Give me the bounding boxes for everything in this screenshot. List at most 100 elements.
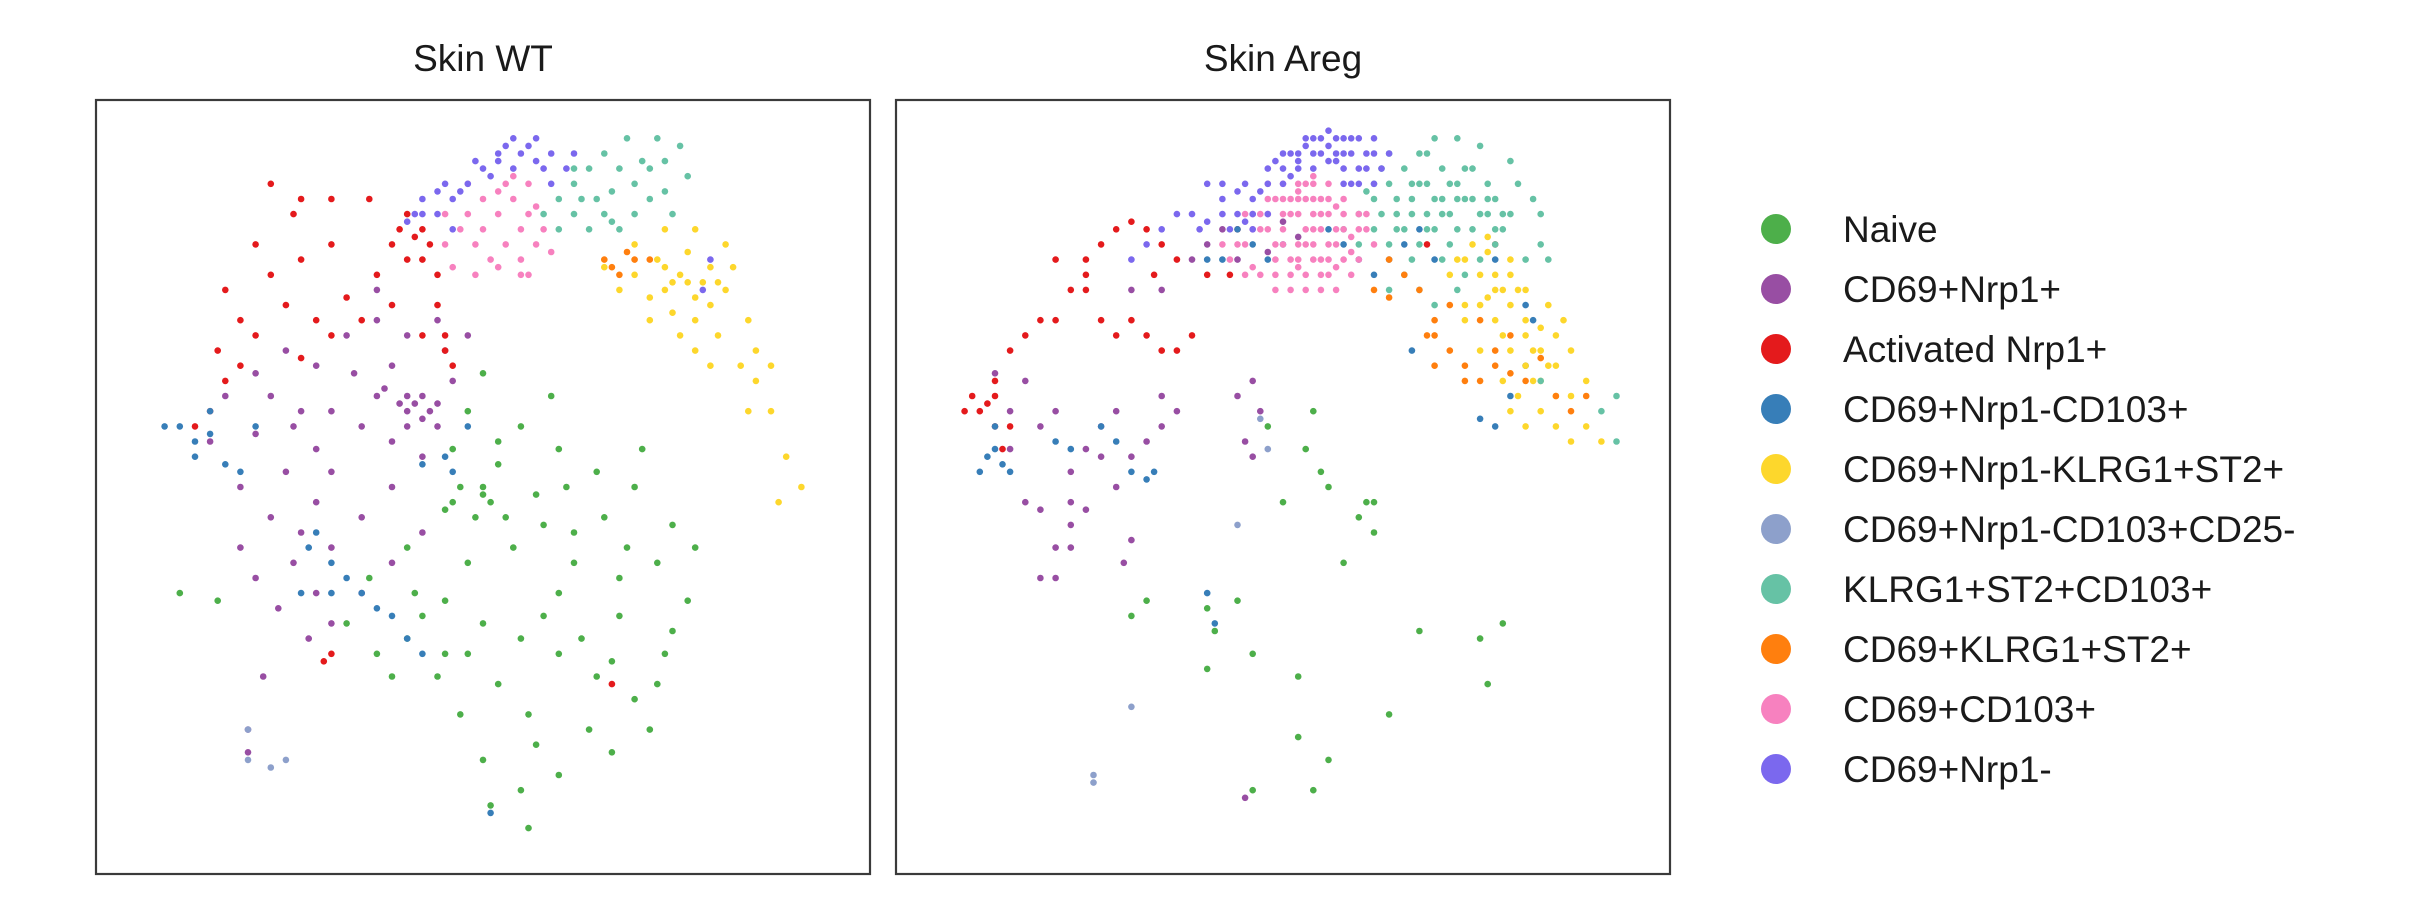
point-activatednrp1p bbox=[297, 256, 305, 263]
point-cd69pnrp1m bbox=[403, 218, 411, 225]
point-naive bbox=[616, 574, 623, 582]
point-cd69pnrp1m bbox=[487, 172, 494, 180]
point-cd69pnrp1p bbox=[1203, 241, 1211, 248]
point-klrg1pst2pcd103p bbox=[1408, 210, 1416, 218]
point-cd69pnrp1mcd103p bbox=[1431, 256, 1438, 263]
point-cd69pnrp1p bbox=[244, 749, 252, 756]
legend-label: Naive bbox=[1843, 209, 1938, 250]
point-klrg1pst2pcd103p bbox=[555, 226, 563, 233]
point-klrg1pst2pcd103p bbox=[1438, 195, 1446, 203]
point-activatednrp1p bbox=[426, 241, 434, 248]
point-cd69pklrg1pst2p bbox=[1491, 347, 1499, 354]
point-naive bbox=[540, 521, 547, 529]
point-cd69pklrg1pst2p bbox=[1537, 354, 1544, 362]
point-naive bbox=[608, 658, 616, 665]
point-cd69pklrg1pst2p bbox=[601, 256, 608, 263]
point-cd69pnrp1mcd103pcd25m bbox=[282, 756, 290, 764]
point-naive bbox=[532, 741, 540, 748]
point-cd69pnrp1p bbox=[411, 400, 419, 407]
point-cd69pnrp1m bbox=[525, 142, 532, 150]
point-cd69pnrp1p bbox=[1082, 506, 1090, 513]
point-activatednrp1p bbox=[1150, 271, 1158, 279]
legend-label: CD69+Nrp1-CD103+CD25- bbox=[1843, 509, 2295, 550]
point-activatednrp1p bbox=[320, 658, 328, 665]
point-activatednrp1p bbox=[366, 195, 373, 203]
point-cd69pnrp1mklrg1pst2p bbox=[1507, 301, 1514, 309]
legend-label: CD69+Nrp1- bbox=[1843, 749, 2052, 790]
point-cd69pcd103p bbox=[1317, 271, 1325, 279]
point-cd69pcd103p bbox=[464, 210, 472, 218]
point-cd69pnrp1m bbox=[1370, 135, 1378, 142]
point-cd69pnrp1m bbox=[1272, 157, 1279, 165]
point-cd69pnrp1mklrg1pst2p bbox=[707, 263, 714, 271]
point-klrg1pst2pcd103p bbox=[1484, 195, 1491, 203]
point-naive bbox=[570, 529, 578, 536]
point-cd69pcd103p bbox=[1279, 210, 1287, 218]
point-naive bbox=[601, 514, 608, 521]
point-cd69pnrp1p bbox=[1006, 407, 1014, 415]
point-cd69pnrp1m bbox=[1203, 218, 1211, 225]
point-cd69pnrp1mcd103p bbox=[176, 423, 184, 430]
point-klrg1pst2pcd103p bbox=[654, 135, 661, 142]
point-cd69pnrp1m bbox=[517, 150, 525, 157]
point-activatednrp1p bbox=[1173, 256, 1181, 263]
point-cd69pcd103p bbox=[472, 271, 479, 279]
point-cd69pcd103p bbox=[449, 263, 457, 271]
point-cd69pcd103p bbox=[1363, 226, 1370, 233]
panel-frame-skin-areg bbox=[894, 98, 1672, 876]
point-cd69pnrp1m bbox=[494, 157, 502, 165]
point-cd69pnrp1p bbox=[419, 415, 426, 423]
point-naive bbox=[1211, 627, 1219, 635]
point-cd69pnrp1m bbox=[510, 165, 517, 172]
point-naive bbox=[1203, 605, 1211, 612]
point-naive bbox=[479, 483, 487, 491]
point-cd69pklrg1pst2p bbox=[1446, 347, 1454, 354]
point-cd69pcd103p bbox=[1302, 180, 1309, 188]
point-cd69pnrp1mklrg1pst2p bbox=[646, 316, 654, 324]
point-cd69pnrp1mcd103p bbox=[449, 468, 457, 476]
point-naive bbox=[1363, 498, 1370, 506]
point-cd69pnrp1m bbox=[1310, 150, 1317, 157]
point-klrg1pst2pcd103p bbox=[1385, 286, 1393, 294]
point-cd69pnrp1p bbox=[1022, 498, 1029, 506]
point-activatednrp1p bbox=[222, 377, 229, 385]
point-naive bbox=[1234, 597, 1241, 604]
point-cd69pnrp1m bbox=[1249, 195, 1256, 203]
point-cd69pcd103p bbox=[1249, 263, 1256, 271]
point-activatednrp1p bbox=[328, 241, 335, 248]
point-cd69pnrp1mcd103p bbox=[1203, 256, 1211, 263]
point-cd69pnrp1m bbox=[532, 157, 540, 165]
point-activatednrp1p bbox=[290, 210, 297, 218]
point-cd69pcd103p bbox=[1234, 241, 1241, 248]
point-cd69pcd103p bbox=[502, 180, 510, 188]
point-cd69pnrp1mcd103pcd25m bbox=[1257, 415, 1264, 423]
point-cd69pnrp1m bbox=[540, 165, 547, 172]
point-cd69pnrp1mklrg1pst2p bbox=[1499, 332, 1507, 339]
point-cd69pnrp1mklrg1pst2p bbox=[1514, 392, 1522, 400]
point-klrg1pst2pcd103p bbox=[1529, 195, 1537, 203]
point-naive bbox=[434, 673, 441, 680]
point-cd69pnrp1p bbox=[343, 332, 350, 339]
point-cd69pnrp1m bbox=[479, 165, 487, 172]
point-klrg1pst2pcd103p bbox=[1461, 165, 1469, 172]
point-cd69pnrp1m bbox=[1234, 188, 1241, 195]
point-cd69pnrp1mklrg1pst2p bbox=[1491, 286, 1499, 294]
point-cd69pnrp1p bbox=[1037, 506, 1044, 513]
point-klrg1pst2pcd103p bbox=[1416, 150, 1423, 157]
point-cd69pnrp1mcd103pcd25m bbox=[1264, 445, 1272, 453]
point-naive bbox=[464, 559, 472, 567]
point-cd69pnrp1m bbox=[547, 150, 555, 157]
point-klrg1pst2pcd103p bbox=[1431, 226, 1438, 233]
point-cd69pcd103p bbox=[1325, 195, 1332, 203]
point-cd69pklrg1pst2p bbox=[631, 256, 638, 263]
point-activatednrp1p bbox=[1082, 256, 1090, 263]
point-cd69pklrg1pst2p bbox=[1385, 294, 1393, 301]
point-klrg1pst2pcd103p bbox=[1438, 165, 1446, 172]
point-cd69pnrp1mklrg1pst2p bbox=[699, 279, 707, 286]
point-cd69pnrp1p bbox=[282, 468, 290, 476]
point-cd69pklrg1pst2p bbox=[1431, 316, 1438, 324]
point-cd69pnrp1mklrg1pst2p bbox=[722, 241, 729, 248]
point-klrg1pst2pcd103p bbox=[1499, 226, 1507, 233]
point-klrg1pst2pcd103p bbox=[593, 195, 600, 203]
point-cd69pcd103p bbox=[1287, 271, 1294, 279]
